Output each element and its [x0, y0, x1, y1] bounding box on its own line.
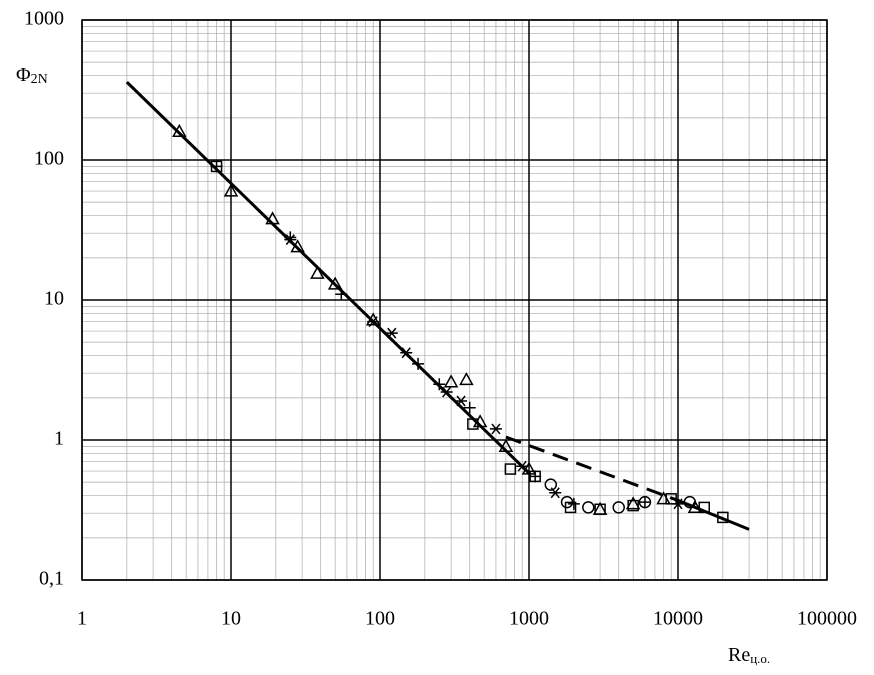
- triangle-marker: [365, 312, 381, 326]
- triangle-marker: [327, 276, 343, 290]
- plus-marker: [335, 288, 348, 301]
- x-tick-label: 100: [365, 608, 395, 630]
- triangle-marker: [223, 183, 239, 197]
- square-marker: [529, 470, 541, 483]
- circle-marker: [612, 501, 625, 514]
- y-tick-label: 100: [34, 148, 64, 170]
- triangle-marker: [625, 496, 641, 510]
- triangle-marker: [521, 461, 537, 475]
- plot-border: [81, 19, 828, 581]
- square-marker: [467, 418, 479, 430]
- plus-marker: [463, 401, 476, 414]
- square-marker: [627, 499, 639, 512]
- x-tick-label: 10000: [653, 608, 703, 630]
- fit-line: [125, 81, 531, 475]
- plus-marker: [210, 160, 223, 173]
- x-tick-label: 100000: [797, 608, 857, 630]
- triangle-marker: [172, 123, 187, 137]
- circle-marker: [560, 495, 574, 509]
- plus-marker: [638, 496, 651, 509]
- asterisk-marker: [284, 234, 297, 246]
- triangle-marker: [290, 239, 305, 253]
- y-label-symbol: Φ: [16, 64, 31, 86]
- square-marker: [210, 160, 223, 173]
- x-tick-label: 10: [221, 608, 241, 630]
- asterisk-marker: [455, 395, 468, 407]
- y-label-subscript: 2N: [31, 72, 48, 87]
- circle-marker: [638, 495, 652, 509]
- square-marker: [504, 463, 517, 475]
- plus-marker: [284, 231, 297, 244]
- y-tick-label: 1: [54, 428, 64, 450]
- y-tick-label: 1000: [24, 8, 64, 30]
- circle-marker: [544, 478, 558, 491]
- circle-marker: [683, 495, 697, 509]
- y-tick-label: 10: [44, 288, 64, 310]
- x-label-symbol: Re: [728, 644, 750, 666]
- square-marker: [665, 493, 677, 505]
- plus-marker: [412, 357, 425, 370]
- x-label-subscript: ц.о.: [750, 651, 770, 666]
- triangle-marker: [265, 211, 280, 225]
- asterisk-marker: [489, 423, 502, 435]
- asterisk-marker: [516, 460, 529, 472]
- y-axis-label: Φ2N: [16, 64, 48, 88]
- asterisk-marker: [400, 347, 413, 359]
- x-tick-label: 1: [77, 608, 87, 630]
- x-tick-label: 1000: [509, 608, 549, 630]
- circle-marker: [582, 501, 595, 514]
- asterisk-marker: [549, 487, 562, 499]
- square-marker: [698, 501, 710, 514]
- plus-marker: [433, 378, 446, 391]
- x-axis-label: Reц.о.: [728, 644, 770, 666]
- triangle-marker: [459, 372, 474, 386]
- triangle-marker: [498, 438, 514, 452]
- square-marker: [594, 503, 606, 516]
- asterisk-marker: [385, 327, 398, 339]
- fit-line: [505, 435, 679, 502]
- fit-line: [677, 499, 750, 531]
- asterisk-marker: [367, 316, 380, 328]
- plus-marker: [529, 470, 542, 483]
- triangle-marker: [310, 265, 325, 279]
- y-tick-label: 0,1: [39, 568, 64, 590]
- square-marker: [717, 511, 729, 524]
- plus-marker: [567, 497, 580, 510]
- asterisk-marker: [440, 386, 453, 398]
- triangle-marker: [443, 374, 459, 388]
